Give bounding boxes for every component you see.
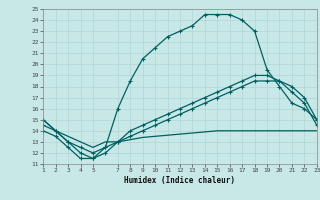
X-axis label: Humidex (Indice chaleur): Humidex (Indice chaleur) <box>124 176 236 185</box>
